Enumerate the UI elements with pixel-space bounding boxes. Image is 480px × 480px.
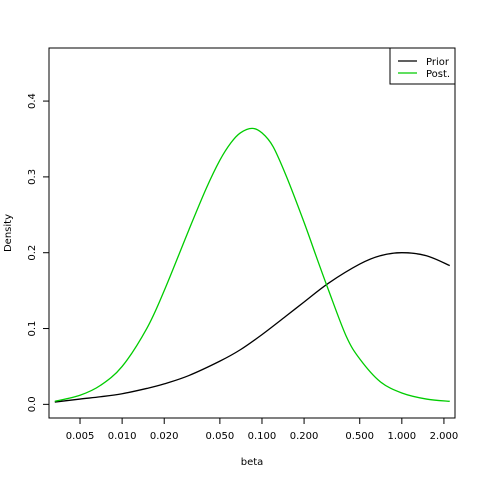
y-tick-label: 0.1 bbox=[27, 321, 38, 337]
x-tick-label: 0.200 bbox=[290, 431, 319, 442]
y-tick-label: 0.3 bbox=[27, 169, 38, 185]
x-tick-label: 1.000 bbox=[388, 431, 417, 442]
y-axis-label: Density bbox=[3, 214, 14, 252]
y-tick-label: 0.2 bbox=[27, 245, 38, 261]
x-axis-label: beta bbox=[241, 457, 264, 468]
y-axis: 0.0 0.1 0.2 0.3 0.4 bbox=[27, 93, 49, 412]
x-tick-label: 0.020 bbox=[150, 431, 179, 442]
legend-label-prior: Prior bbox=[426, 57, 450, 68]
legend-label-post: Post. bbox=[426, 69, 450, 80]
x-tick-label: 2.000 bbox=[430, 431, 459, 442]
plot-frame bbox=[48, 47, 456, 419]
legend: Prior Post. bbox=[389, 47, 456, 85]
series-line-post bbox=[54, 127, 450, 402]
x-tick-label: 0.100 bbox=[248, 431, 277, 442]
x-tick-label: 0.010 bbox=[108, 431, 137, 442]
legend-box bbox=[389, 47, 456, 85]
x-axis: 0.005 0.010 0.020 0.050 0.100 0.200 0.500 1.000… bbox=[66, 418, 459, 442]
series-line-prior bbox=[54, 252, 450, 403]
x-tick-label: 0.005 bbox=[66, 431, 95, 442]
series-layer bbox=[54, 127, 450, 403]
x-tick-label: 0.050 bbox=[206, 431, 235, 442]
x-tick-label: 0.500 bbox=[345, 431, 374, 442]
y-tick-label: 0.4 bbox=[27, 93, 38, 109]
y-tick-label: 0.0 bbox=[27, 396, 38, 412]
